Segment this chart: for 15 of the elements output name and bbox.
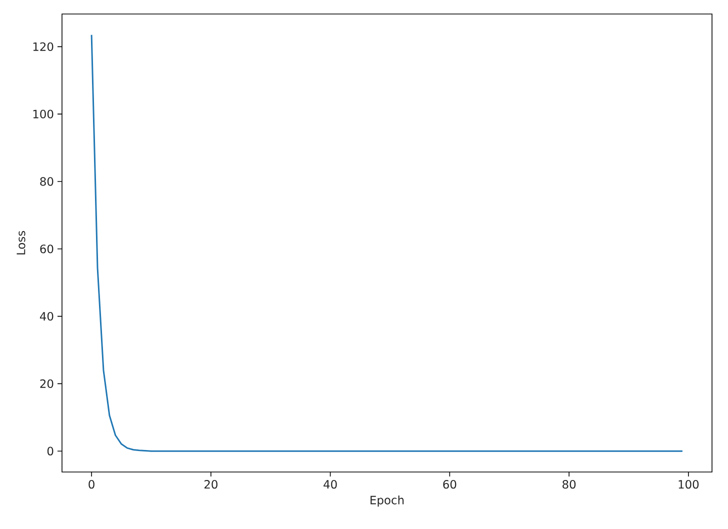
y-tick-label: 40 (40, 312, 54, 321)
x-tick-label: 80 (562, 480, 576, 489)
x-tick-label: 20 (204, 480, 218, 489)
y-tick-label: 20 (40, 379, 54, 388)
x-tick-label: 60 (443, 480, 456, 489)
x-tick-label: 100 (678, 480, 699, 489)
x-tick-label: 40 (324, 480, 337, 489)
x-axis-title: Epoch (370, 496, 404, 507)
y-tick-label: 60 (40, 244, 54, 254)
x-tick-label: 0 (88, 480, 94, 489)
y-tick-label: 80 (40, 177, 54, 186)
y-tick-label: 120 (33, 42, 54, 52)
y-tick-label: 100 (33, 110, 54, 118)
y-tick-label: 0 (47, 446, 54, 456)
y-axis-title: Loss (16, 230, 26, 254)
